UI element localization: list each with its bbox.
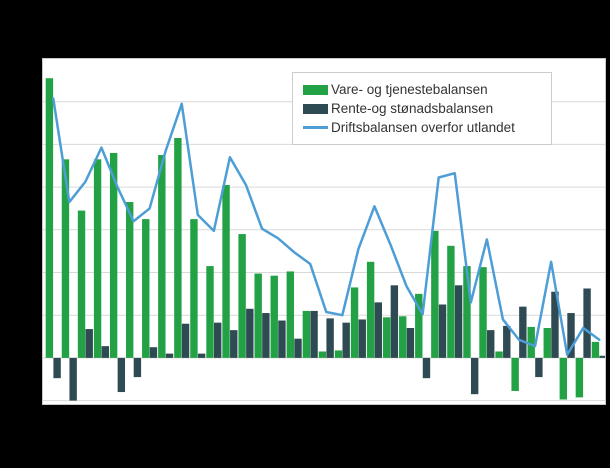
bar-vare-og-tjenestebalansen <box>447 245 455 358</box>
bar-rente-og-stonadsbalansen <box>374 302 382 358</box>
chart-panel: Vare- og tjenestebalansen Rente-og støna… <box>42 58 606 405</box>
green-bar-swatch-icon <box>303 84 328 95</box>
bar-rente-og-stonadsbalansen <box>101 346 109 358</box>
blue-line-swatch-icon <box>303 126 328 129</box>
bar-vare-og-tjenestebalansen <box>463 266 471 358</box>
bar-vare-og-tjenestebalansen <box>543 327 551 358</box>
bar-vare-og-tjenestebalansen <box>206 266 214 358</box>
bar-vare-og-tjenestebalansen <box>382 317 391 358</box>
bar-vare-og-tjenestebalansen <box>286 271 294 358</box>
bar-rente-og-stonadsbalansen <box>487 330 495 358</box>
legend-label: Driftsbalansen overfor utlandet <box>331 120 515 135</box>
bar-vare-og-tjenestebalansen <box>142 219 150 358</box>
bar-rente-og-stonadsbalansen <box>583 288 591 358</box>
bar-vare-og-tjenestebalansen <box>399 316 407 358</box>
bar-rente-og-stonadsbalansen <box>85 329 93 358</box>
bar-vare-og-tjenestebalansen <box>350 287 359 358</box>
bar-rente-og-stonadsbalansen <box>246 308 254 358</box>
bar-vare-og-tjenestebalansen <box>222 184 230 358</box>
bar-rente-og-stonadsbalansen <box>181 323 190 358</box>
bar-vare-og-tjenestebalansen <box>511 357 519 391</box>
bar-vare-og-tjenestebalansen <box>334 350 343 358</box>
bar-vare-og-tjenestebalansen <box>93 159 102 358</box>
bar-vare-og-tjenestebalansen <box>591 341 600 358</box>
bar-rente-og-stonadsbalansen <box>454 285 463 358</box>
bar-rente-og-stonadsbalansen <box>214 322 222 358</box>
bar-vare-og-tjenestebalansen <box>559 357 568 400</box>
bar-vare-og-tjenestebalansen <box>302 310 311 358</box>
bar-rente-og-stonadsbalansen <box>567 313 575 358</box>
bar-rente-og-stonadsbalansen <box>358 319 366 358</box>
bar-rente-og-stonadsbalansen <box>535 357 543 378</box>
bar-vare-og-tjenestebalansen <box>495 351 503 358</box>
bar-rente-og-stonadsbalansen <box>165 353 174 358</box>
bar-vare-og-tjenestebalansen <box>415 293 423 358</box>
bar-rente-og-stonadsbalansen <box>406 327 415 358</box>
bar-rente-og-stonadsbalansen <box>278 320 286 358</box>
bar-vare-og-tjenestebalansen <box>431 230 439 358</box>
bar-rente-og-stonadsbalansen <box>310 310 318 358</box>
bar-vare-og-tjenestebalansen <box>190 219 198 358</box>
bar-rente-og-stonadsbalansen <box>294 338 302 358</box>
bar-vare-og-tjenestebalansen <box>527 326 535 358</box>
legend-item-rente-og-stonadsbalansen: Rente-og stønadsbalansen <box>303 99 541 118</box>
bar-rente-og-stonadsbalansen <box>390 285 399 358</box>
bar-vare-og-tjenestebalansen <box>45 78 54 358</box>
legend-label: Vare- og tjenestebalansen <box>331 82 488 97</box>
bar-vare-og-tjenestebalansen <box>174 137 182 358</box>
bar-vare-og-tjenestebalansen <box>77 210 86 358</box>
bar-rente-og-stonadsbalansen <box>69 357 77 401</box>
bar-vare-og-tjenestebalansen <box>109 152 118 358</box>
bar-vare-og-tjenestebalansen <box>366 261 375 358</box>
bar-rente-og-stonadsbalansen <box>551 291 559 358</box>
bar-rente-og-stonadsbalansen <box>422 357 431 379</box>
legend: Vare- og tjenestebalansen Rente-og støna… <box>292 72 552 145</box>
bar-rente-og-stonadsbalansen <box>438 304 447 358</box>
bar-rente-og-stonadsbalansen <box>519 306 527 358</box>
bar-vare-og-tjenestebalansen <box>479 267 487 358</box>
bar-rente-og-stonadsbalansen <box>470 357 479 395</box>
bar-rente-og-stonadsbalansen <box>53 357 61 379</box>
driftsbalansen-line <box>52 97 601 356</box>
bar-rente-og-stonadsbalansen <box>230 330 238 358</box>
plot-area <box>43 78 605 402</box>
bar-vare-og-tjenestebalansen <box>238 234 246 358</box>
bar-rente-og-stonadsbalansen <box>133 357 142 378</box>
dark-bar-swatch-icon <box>303 103 328 114</box>
bar-vare-og-tjenestebalansen <box>575 357 584 398</box>
bar-rente-og-stonadsbalansen <box>599 355 605 358</box>
bar-rente-og-stonadsbalansen <box>342 322 350 358</box>
legend-item-driftsbalansen: Driftsbalansen overfor utlandet <box>303 118 541 137</box>
legend-item-vare-og-tjenestebalansen: Vare- og tjenestebalansen <box>303 80 541 99</box>
bar-vare-og-tjenestebalansen <box>270 275 278 358</box>
bar-vare-og-tjenestebalansen <box>126 202 134 358</box>
bar-rente-og-stonadsbalansen <box>503 325 511 358</box>
bar-rente-og-stonadsbalansen <box>149 347 158 358</box>
bar-rente-og-stonadsbalansen <box>326 318 334 358</box>
bar-rente-og-stonadsbalansen <box>197 353 206 358</box>
bar-rente-og-stonadsbalansen <box>262 313 270 358</box>
bar-vare-og-tjenestebalansen <box>158 155 166 358</box>
bar-vare-og-tjenestebalansen <box>61 159 70 358</box>
legend-label: Rente-og stønadsbalansen <box>331 101 494 116</box>
bar-vare-og-tjenestebalansen <box>318 351 327 358</box>
bar-rente-og-stonadsbalansen <box>117 357 126 393</box>
bar-vare-og-tjenestebalansen <box>254 273 262 358</box>
